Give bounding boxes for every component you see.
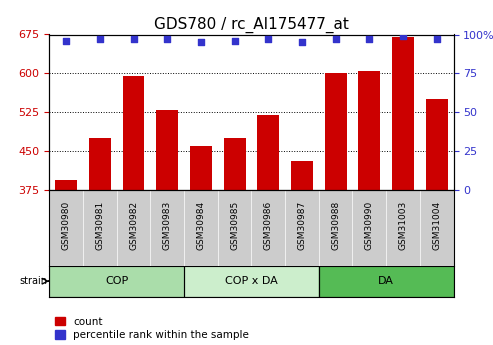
Bar	[218, 190, 251, 266]
Text: GSM30984: GSM30984	[196, 201, 206, 250]
Bar	[83, 190, 117, 266]
Bar	[49, 190, 83, 266]
Bar	[49, 266, 184, 297]
Text: COP: COP	[105, 276, 128, 286]
Point	[399, 33, 407, 39]
Bar	[184, 266, 319, 297]
Text: GSM30980: GSM30980	[62, 201, 70, 250]
Bar	[49, 266, 184, 297]
Bar	[257, 115, 279, 190]
Bar	[251, 190, 285, 266]
Title: GDS780 / rc_AI175477_at: GDS780 / rc_AI175477_at	[154, 17, 349, 33]
Bar	[55, 180, 77, 190]
Bar	[319, 190, 352, 266]
Text: DA: DA	[378, 276, 394, 286]
Bar	[156, 110, 178, 190]
Bar	[392, 37, 414, 190]
Text: COP x DA: COP x DA	[225, 276, 278, 286]
Bar	[184, 190, 218, 266]
Bar	[319, 266, 454, 297]
Text: GSM30990: GSM30990	[365, 201, 374, 250]
Point	[433, 37, 441, 42]
Bar	[386, 190, 420, 266]
Text: GSM31004: GSM31004	[432, 201, 441, 250]
Bar	[426, 99, 448, 190]
Point	[264, 37, 272, 42]
Point	[62, 38, 70, 43]
Bar	[358, 71, 380, 190]
Point	[298, 40, 306, 45]
Point	[332, 37, 340, 42]
Bar	[319, 266, 454, 297]
Bar	[325, 73, 347, 190]
Text: GSM30986: GSM30986	[264, 201, 273, 250]
Point	[365, 37, 373, 42]
Point	[163, 37, 171, 42]
Bar	[117, 190, 150, 266]
Bar	[352, 190, 386, 266]
Text: GSM30983: GSM30983	[163, 201, 172, 250]
Legend: count, percentile rank within the sample: count, percentile rank within the sample	[55, 317, 249, 340]
Text: GSM30982: GSM30982	[129, 201, 138, 250]
Text: strain: strain	[20, 276, 48, 286]
Text: GSM30987: GSM30987	[297, 201, 307, 250]
Point	[231, 38, 239, 43]
Text: GSM30988: GSM30988	[331, 201, 340, 250]
Bar	[420, 190, 454, 266]
Point	[130, 37, 138, 42]
Text: GSM30981: GSM30981	[95, 201, 105, 250]
Bar	[150, 190, 184, 266]
Bar	[224, 138, 246, 190]
Bar	[123, 76, 144, 190]
Bar	[89, 138, 111, 190]
Bar	[184, 266, 319, 297]
Text: GSM30985: GSM30985	[230, 201, 239, 250]
Text: GSM31003: GSM31003	[398, 201, 408, 250]
Point	[96, 37, 104, 42]
Bar	[190, 146, 212, 190]
Bar	[291, 161, 313, 190]
Point	[197, 40, 205, 45]
Bar	[285, 190, 319, 266]
